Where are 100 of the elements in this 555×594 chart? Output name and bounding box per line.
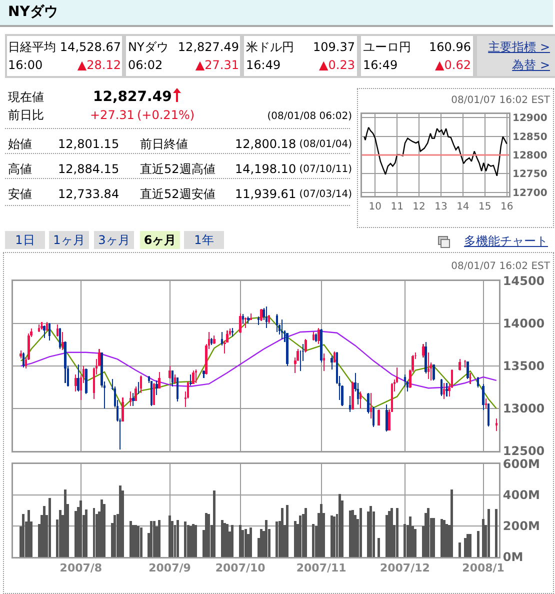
bar — [64, 490, 66, 557]
text: ▲27.31 — [195, 58, 239, 72]
text: 米ドル円 — [246, 40, 294, 54]
text: 日経平均 — [8, 40, 56, 54]
bar — [220, 520, 224, 557]
x-tick-label: 13 — [434, 202, 448, 212]
bar — [427, 508, 430, 557]
text: 高値 — [8, 162, 32, 176]
candlestick — [446, 383, 448, 397]
bar — [299, 516, 302, 557]
bar — [194, 524, 198, 557]
text: 主要指標 > — [488, 40, 550, 54]
bar — [458, 542, 462, 557]
y-tick-label: 12800 — [512, 150, 548, 162]
text: (07/10/11) — [299, 163, 352, 177]
bar — [22, 514, 25, 557]
bar — [212, 490, 216, 557]
bar — [205, 512, 208, 557]
x-tick-label: 11 — [390, 202, 404, 212]
text: 直近52週高値 — [140, 162, 216, 176]
bar — [432, 518, 435, 557]
bar — [487, 508, 490, 557]
text: 直近52週安値 — [140, 187, 216, 201]
text: 12,800.18 — [235, 137, 296, 151]
bar — [158, 520, 161, 557]
text: ▲28.12 — [77, 58, 121, 72]
bar — [286, 504, 289, 557]
bar — [370, 506, 372, 557]
candlestick — [40, 322, 43, 330]
text: 6ヶ月 — [140, 231, 180, 249]
text: 160.96 — [429, 40, 471, 54]
x-tick-label: 2007/12 — [380, 562, 430, 575]
text: 16:00 — [8, 58, 43, 72]
candlestick — [202, 370, 205, 378]
candlestick — [469, 372, 472, 384]
text: (08/01/04) — [299, 138, 352, 152]
text: ユーロ円 — [363, 40, 411, 54]
x-tick-label: 10 — [368, 202, 382, 212]
text: 16:49 — [246, 58, 281, 72]
bar — [84, 510, 88, 557]
text: +27.31 — [90, 108, 134, 122]
bar — [385, 515, 388, 557]
x-tick-label: 2007/10 — [215, 562, 266, 575]
bar — [48, 498, 51, 557]
y-tick-label: 12700 — [512, 188, 548, 199]
y-tick-label: 14500 — [502, 274, 545, 288]
bar — [312, 524, 315, 557]
text: ▲0.62 — [435, 58, 471, 72]
bar — [80, 500, 82, 557]
text: 始値 — [8, 137, 32, 151]
text: (+0.21%) — [137, 108, 195, 122]
bar — [140, 528, 142, 557]
bar — [129, 521, 132, 557]
text: (08/01/08 06:02) — [267, 110, 352, 124]
bar — [176, 520, 179, 557]
bar — [482, 518, 485, 557]
bar — [280, 508, 284, 557]
bar — [103, 504, 106, 557]
y-tick-label: 600M — [502, 457, 540, 472]
text: 14,528.67 — [60, 40, 121, 54]
bar — [495, 508, 498, 557]
bar — [333, 516, 336, 557]
bar — [58, 510, 62, 557]
text: 前日終値 — [140, 137, 188, 151]
bar — [469, 534, 472, 557]
y-tick-label: 12750 — [512, 169, 548, 180]
line-series — [20, 330, 497, 389]
bar — [294, 521, 296, 557]
bar — [74, 510, 77, 557]
text: 12,801.15 — [58, 137, 120, 151]
bar — [186, 524, 190, 557]
text: 1年 — [184, 231, 224, 249]
bar — [244, 528, 247, 557]
bar — [137, 526, 140, 557]
line-series — [364, 126, 508, 176]
bar — [414, 528, 417, 557]
text: 為替 > — [512, 58, 550, 72]
y-tick-label: 13000 — [502, 402, 545, 416]
bar — [239, 524, 242, 557]
bar — [152, 521, 156, 557]
x-tick-label: 12 — [412, 202, 426, 212]
bar — [348, 510, 352, 557]
text: 12,733.84 — [58, 187, 120, 201]
y-tick-label: 12900 — [512, 113, 548, 124]
y-tick-label: 12850 — [512, 132, 548, 143]
y-tick-label: 0M — [502, 550, 524, 564]
bar — [330, 516, 334, 557]
bar — [476, 530, 480, 557]
bar — [390, 508, 394, 557]
text: 多機能チャート — [464, 234, 548, 248]
text: 安値 — [8, 187, 32, 201]
text: 11,939.61 — [235, 187, 296, 201]
bar — [396, 508, 398, 557]
x-tick-label: 2008/1 — [462, 562, 504, 575]
bar — [464, 538, 466, 557]
x-tick-label: 16 — [500, 202, 514, 212]
bar — [265, 520, 268, 557]
bar — [231, 524, 234, 557]
bar — [208, 514, 210, 557]
x-tick-label: 2007/11 — [296, 562, 346, 575]
